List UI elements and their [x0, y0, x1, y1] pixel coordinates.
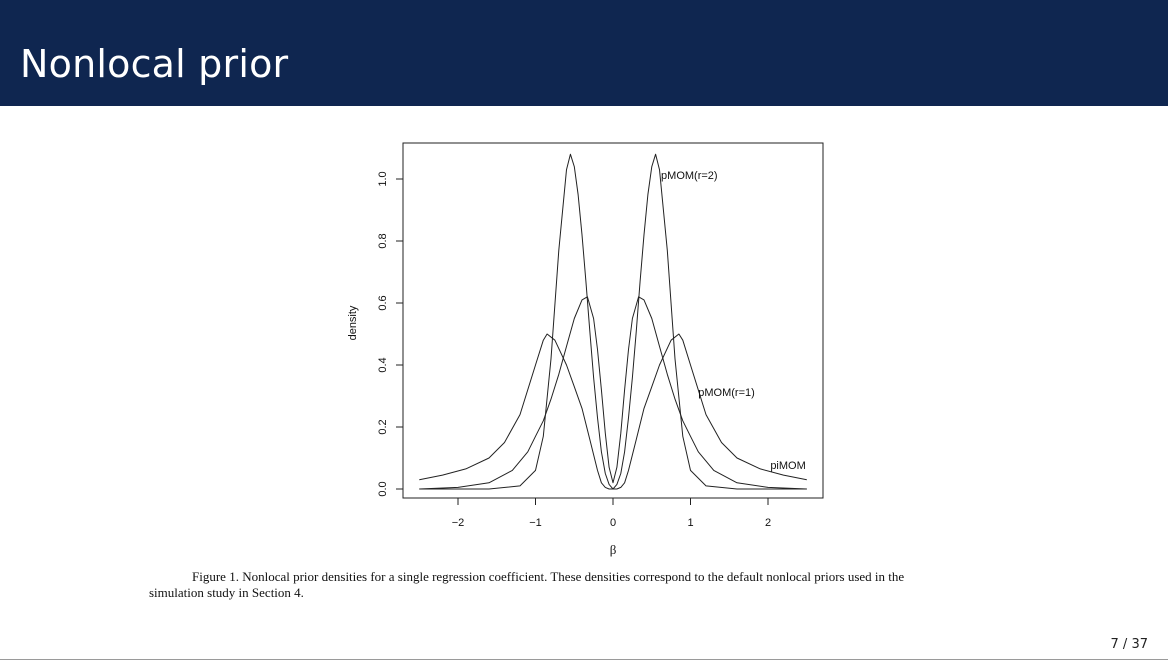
curve-annotation: piMOM: [770, 460, 805, 472]
curve-annotation: pMOM(r=2): [661, 170, 718, 182]
y-tick-label: 0.4: [377, 357, 389, 372]
figure-caption: Figure 1. Nonlocal prior densities for a…: [149, 569, 1012, 601]
y-axis-label: density: [347, 305, 359, 340]
bottom-rule: [0, 659, 1168, 660]
y-tick-label: 1.0: [377, 171, 389, 186]
curve-pimom: [419, 333, 807, 490]
y-tick-label: 0.0: [377, 481, 389, 496]
caption-line-1: Figure 1. Nonlocal prior densities for a…: [192, 569, 905, 584]
y-tick-label: 0.2: [377, 419, 389, 434]
caption-line-2: simulation study in Section 4.: [149, 585, 304, 600]
x-tick-label: 0: [610, 517, 616, 529]
x-tick-label: −1: [529, 517, 542, 529]
x-axis-label: β: [610, 542, 617, 557]
slide-title: Nonlocal prior: [20, 42, 289, 86]
title-bar: Nonlocal prior: [0, 0, 1168, 106]
plot-frame: [402, 142, 824, 499]
y-axis: 0.0 0.2 0.4 0.6 0.8 1.0: [377, 171, 403, 497]
x-axis: −2 −1 0 1 2: [452, 498, 771, 529]
x-tick-label: −2: [452, 517, 465, 529]
annotations: pMOM(r=2) pMOM(r=1) piMOM: [661, 170, 806, 472]
curve-annotation: pMOM(r=1): [698, 387, 755, 399]
y-tick-label: 0.8: [377, 233, 389, 248]
curve-pmom-r-2: [419, 153, 807, 490]
curve-pmom-r-1: [419, 296, 807, 490]
page-number: 7 / 37: [1110, 637, 1148, 652]
x-tick-label: 2: [765, 517, 771, 529]
x-tick-label: 1: [687, 517, 693, 529]
y-tick-label: 0.6: [377, 295, 389, 310]
curves: [419, 153, 807, 490]
